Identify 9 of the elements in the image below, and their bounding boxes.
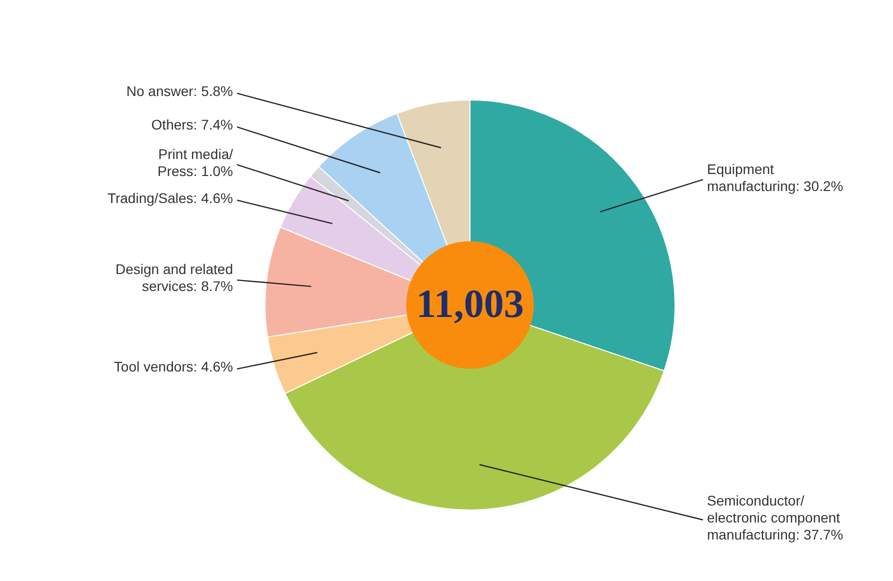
slice-label: Others: 7.4% bbox=[151, 116, 233, 133]
slice-label: No answer: 5.8% bbox=[126, 83, 233, 100]
text: 11,003 bbox=[416, 281, 524, 326]
slice-label: Tool vendors: 4.6% bbox=[114, 358, 233, 375]
slice-label: Trading/Sales: 4.6% bbox=[107, 190, 233, 206]
slice-label: Semiconductor/ electronic component manufacturing: 37.7% bbox=[707, 492, 844, 543]
slice-label: Equipment manufacturing: 30.2% bbox=[707, 160, 844, 194]
slice-label: Design and related services: 8.7% bbox=[115, 261, 233, 294]
slice-label: Print media/ Press: 1.0% bbox=[158, 146, 234, 179]
